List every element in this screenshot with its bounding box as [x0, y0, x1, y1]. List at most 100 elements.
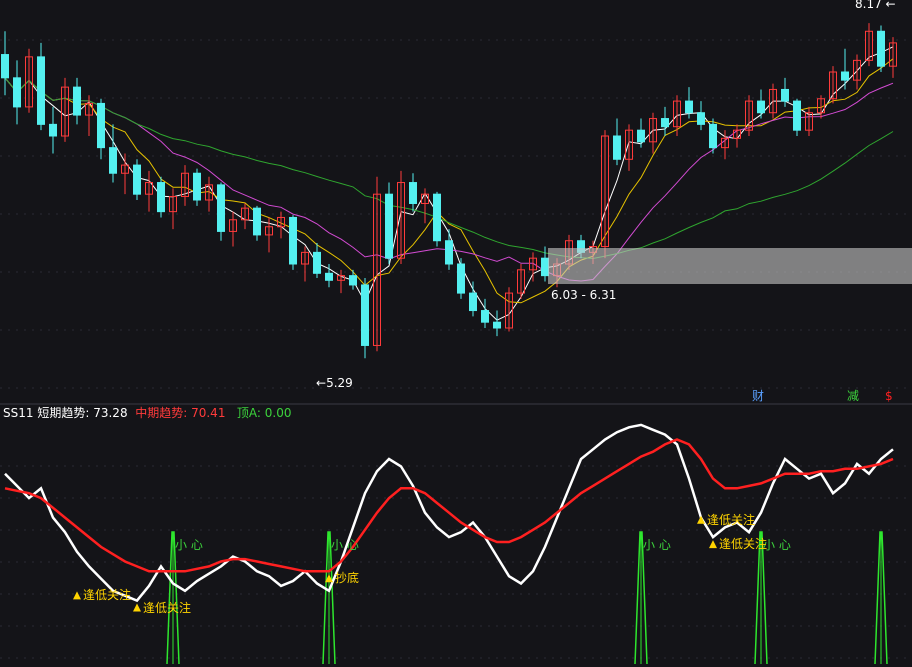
candle-body [313, 251, 321, 274]
price-range-band [548, 248, 912, 284]
candle-body [757, 100, 765, 114]
candle-body [121, 164, 129, 174]
signal-label: 逢低关注 [719, 537, 768, 552]
candle-body [373, 193, 381, 346]
candle-body [865, 30, 873, 61]
candle-body [253, 207, 261, 236]
spike-label: 小 心 [643, 538, 671, 552]
candle-body [1, 54, 9, 79]
candle-body [889, 42, 897, 67]
signal-triangle [133, 603, 141, 612]
candle-body [205, 184, 213, 201]
candle-body [817, 98, 825, 114]
signal-triangle [697, 515, 705, 524]
candle-body [877, 30, 885, 67]
range-band-label: 6.03 - 6.31 [551, 288, 617, 302]
candles [1, 23, 897, 359]
candle-body [277, 216, 285, 228]
candle-body [409, 182, 417, 204]
candle-body [505, 292, 513, 329]
candle-body [61, 86, 69, 137]
candle-body [349, 275, 357, 286]
right-note-dollar: $ [885, 389, 893, 403]
candle-body [637, 129, 645, 143]
candle-body [157, 182, 165, 213]
candle-body [841, 71, 849, 81]
candle-body [517, 269, 525, 294]
candle-body [829, 71, 837, 100]
candle-body [469, 292, 477, 312]
candle-body [793, 100, 801, 131]
candle-body [109, 147, 117, 174]
candle-body [673, 100, 681, 128]
candle-body [25, 56, 33, 108]
candle-body [685, 100, 693, 114]
signal-label: 抄底 [335, 571, 360, 586]
signal-triangle [709, 540, 717, 549]
signal-label: 逢低关注 [143, 600, 192, 615]
candle-body [289, 216, 297, 265]
spike-label: 小 心 [175, 538, 203, 552]
candle-body [709, 123, 717, 149]
spike-label: 小 心 [331, 538, 359, 552]
ma-green-line [4, 77, 894, 260]
candle-body [49, 123, 57, 137]
candle-body [145, 182, 153, 195]
candle-body [397, 182, 405, 259]
candle-body [361, 284, 369, 346]
candle-body [421, 193, 429, 204]
signal-markers [73, 515, 717, 612]
candle-body [37, 56, 45, 125]
short-trend-value: 73.28 [93, 406, 128, 420]
candle-body [493, 321, 501, 329]
candle-body [169, 196, 177, 213]
candle-body [661, 118, 669, 128]
candle-body [13, 77, 21, 108]
indicator-name: SS11 [3, 406, 34, 420]
candle-body [625, 129, 633, 160]
right-note-cai: 财 [752, 389, 765, 403]
candle-body [85, 102, 93, 116]
candle-body [649, 118, 657, 143]
candle-body [781, 88, 789, 102]
short-trend-label: 短期趋势: [37, 406, 90, 420]
candle-body [481, 310, 489, 323]
grid-lines [0, 39, 912, 659]
indicator-lines [4, 423, 894, 603]
signal-triangle [73, 591, 81, 600]
candle-body [613, 135, 621, 160]
spike-markers [166, 531, 888, 665]
candle-body [601, 135, 609, 248]
mid-trend-label: 中期趋势: [135, 406, 188, 420]
candle-body [697, 112, 705, 125]
signal-triangle [325, 574, 333, 583]
candle-body [229, 219, 237, 232]
candle-body [433, 193, 441, 242]
candle-body [97, 102, 105, 149]
short-trend-line [4, 423, 894, 603]
candle-body [853, 59, 861, 81]
candle-body [721, 137, 729, 149]
candle-body [301, 251, 309, 265]
spike-label: 小 心 [763, 538, 791, 552]
candle-body [217, 184, 225, 232]
candle-body [325, 272, 333, 281]
candle-body [337, 275, 345, 281]
low-marker-label: ←5.29 [316, 376, 353, 390]
signal-label: 逢低关注 [83, 588, 132, 603]
signal-label: 逢低关注 [707, 512, 756, 527]
candle-body [385, 193, 393, 259]
top-a-value: 0.00 [264, 406, 292, 420]
mid-trend-value: 70.41 [191, 406, 226, 420]
candle-body [73, 86, 81, 116]
candle-body [805, 112, 813, 131]
candle-body [541, 257, 549, 277]
candle-body [193, 172, 201, 201]
indicator-header: SS11 短期趋势: 73.28 中期趋势: 70.41 顶A: 0.00 [3, 406, 292, 420]
candle-body [769, 88, 777, 114]
mid-trend-line [4, 438, 894, 573]
candle-body [457, 263, 465, 294]
right-note-jian: 减 [847, 389, 860, 403]
